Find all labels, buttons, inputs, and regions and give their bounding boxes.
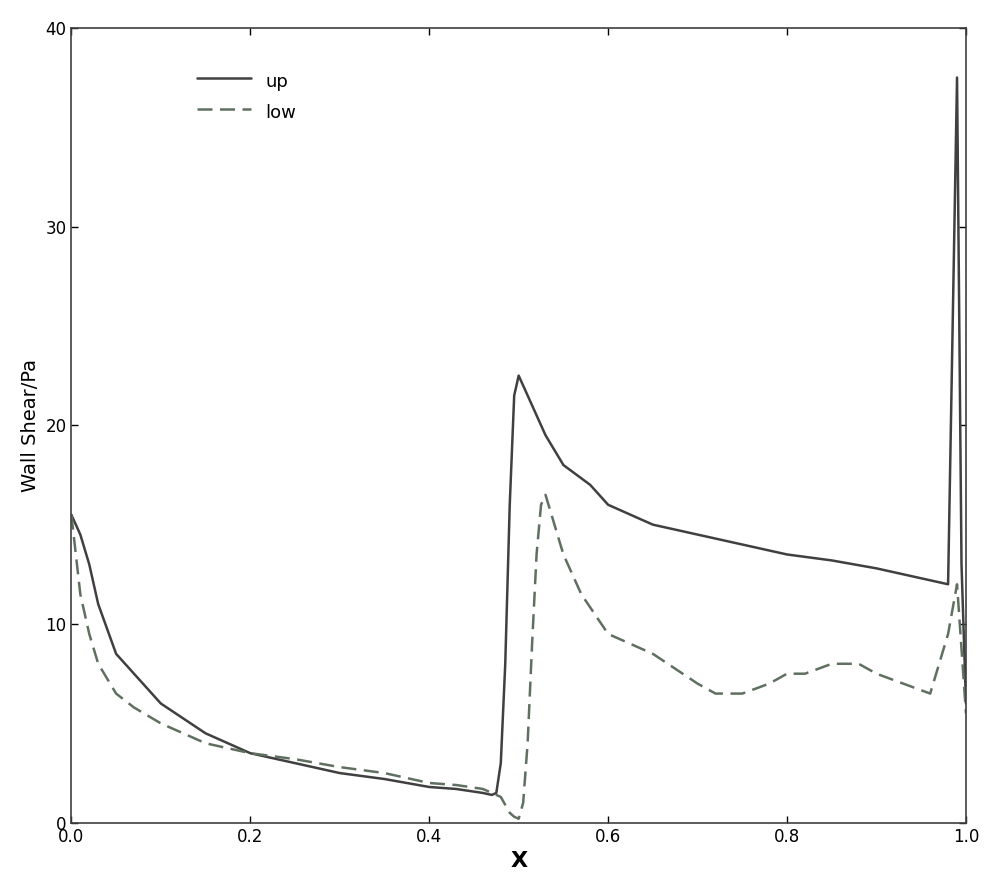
low: [477, 783, 489, 794]
up: [200, 728, 212, 739]
low: [763, 678, 775, 689]
up: [692, 529, 704, 540]
low: [423, 778, 435, 789]
up: [423, 781, 435, 792]
low: [557, 549, 569, 560]
up: [490, 788, 502, 798]
up: [110, 648, 122, 659]
up: [499, 658, 511, 669]
up: [602, 500, 614, 510]
low: [924, 689, 936, 699]
low: [540, 490, 552, 500]
low: [647, 648, 659, 659]
up: [83, 559, 95, 570]
up: [540, 430, 552, 441]
low: [490, 789, 502, 800]
up: [508, 390, 520, 401]
up: [450, 783, 462, 794]
low: [526, 639, 538, 649]
up: [486, 789, 498, 800]
low: [74, 589, 86, 599]
up: [289, 758, 301, 769]
up: [557, 459, 569, 470]
low: [513, 814, 525, 824]
low: [531, 549, 543, 560]
low: [826, 658, 838, 669]
up: [584, 480, 596, 491]
Line: up: up: [71, 78, 966, 795]
low: [110, 689, 122, 699]
up: [495, 758, 507, 769]
up: [942, 579, 954, 590]
X-axis label: X: X: [510, 851, 527, 871]
up: [647, 519, 659, 530]
up: [522, 390, 534, 401]
low: [853, 658, 865, 669]
up: [92, 599, 104, 609]
Y-axis label: Wall Shear/Pa: Wall Shear/Pa: [21, 359, 40, 491]
up: [65, 509, 77, 520]
low: [504, 807, 516, 818]
low: [602, 629, 614, 640]
up: [871, 563, 883, 574]
low: [83, 629, 95, 640]
low: [200, 738, 212, 748]
low: [92, 658, 104, 669]
low: [692, 678, 704, 689]
up: [951, 72, 963, 83]
low: [65, 509, 77, 520]
low: [575, 589, 587, 599]
low: [535, 500, 547, 510]
low: [799, 668, 811, 679]
low: [897, 678, 909, 689]
low: [334, 762, 346, 772]
up: [826, 555, 838, 566]
low: [951, 579, 963, 590]
up: [897, 569, 909, 580]
up: [74, 529, 86, 540]
up: [956, 559, 968, 570]
low: [548, 519, 560, 530]
up: [244, 747, 256, 758]
low: [517, 797, 529, 808]
low: [378, 768, 390, 779]
low: [155, 718, 167, 729]
low: [781, 668, 793, 679]
low: [942, 629, 954, 640]
low: [522, 738, 534, 748]
up: [128, 668, 140, 679]
low: [244, 747, 256, 758]
up: [504, 500, 516, 510]
up: [924, 575, 936, 586]
up: [960, 698, 972, 709]
low: [736, 689, 748, 699]
low: [709, 689, 721, 699]
up: [781, 549, 793, 560]
low: [486, 788, 498, 798]
up: [334, 768, 346, 779]
low: [871, 668, 883, 679]
Line: low: low: [71, 495, 966, 819]
up: [736, 539, 748, 549]
low: [495, 791, 507, 802]
up: [531, 410, 543, 421]
low: [128, 702, 140, 713]
low: [960, 708, 972, 719]
low: [450, 780, 462, 790]
Legend: up, low: up, low: [188, 61, 305, 132]
up: [155, 698, 167, 709]
up: [477, 788, 489, 798]
up: [513, 370, 525, 381]
up: [517, 380, 529, 391]
low: [289, 754, 301, 764]
up: [378, 773, 390, 784]
low: [508, 812, 520, 822]
